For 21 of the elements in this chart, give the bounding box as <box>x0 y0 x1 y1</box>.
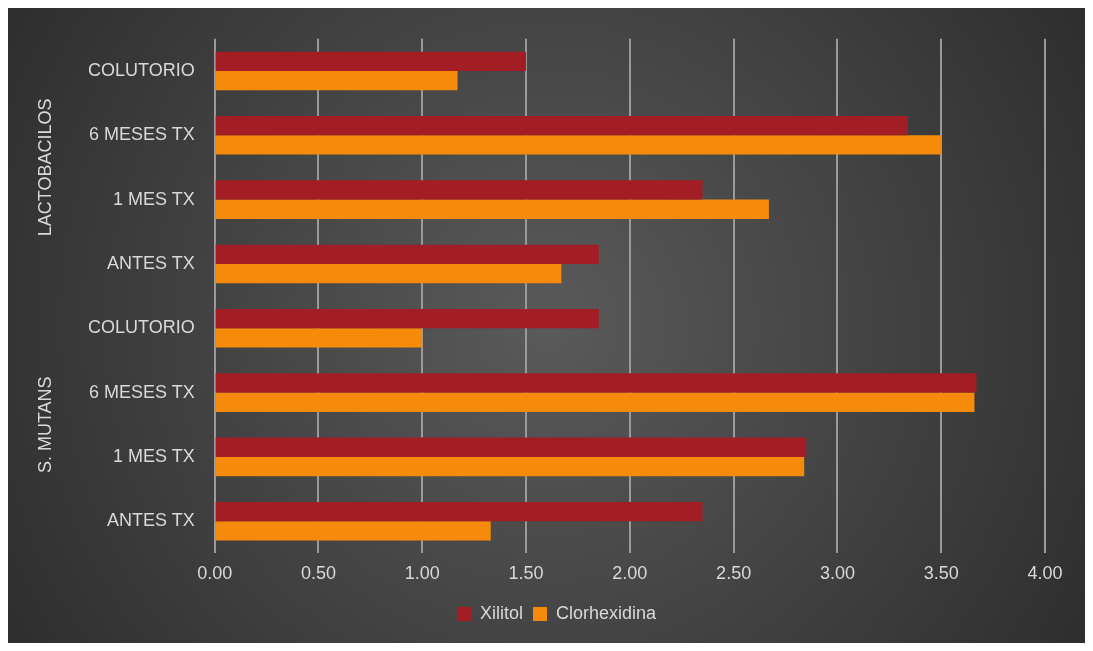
y-tick-label: COLUTORIO <box>87 59 195 80</box>
y-tick-label: 6 MESES TX <box>88 124 195 145</box>
x-tick-label: 4.00 <box>1027 563 1063 584</box>
text: LACTOBACILOS <box>34 98 55 237</box>
y-tick-label: 1 MES TX <box>112 445 195 466</box>
x-tick-label: 2.00 <box>612 563 648 584</box>
x-tick-label: 0.50 <box>300 563 336 584</box>
x-tick-label: 0.00 <box>197 563 233 584</box>
legend-label: Xilitol <box>479 602 523 623</box>
y-tick-label: ANTES TX <box>106 510 195 531</box>
x-tick-label: 1.00 <box>404 563 440 584</box>
legend-label: Clorhexidina <box>555 602 658 623</box>
y-tick-label: COLUTORIO <box>87 317 195 338</box>
y-tick-label: 6 MESES TX <box>88 381 195 402</box>
y-tick-label: ANTES TX <box>106 252 195 273</box>
x-tick-label: 3.50 <box>923 563 959 584</box>
y-tick-label: 1 MES TX <box>112 188 195 209</box>
text: S. MUTANS <box>34 376 55 474</box>
x-tick-label: 1.50 <box>508 563 544 584</box>
x-tick-label: 3.00 <box>819 563 855 584</box>
x-tick-label: 2.50 <box>716 563 752 584</box>
